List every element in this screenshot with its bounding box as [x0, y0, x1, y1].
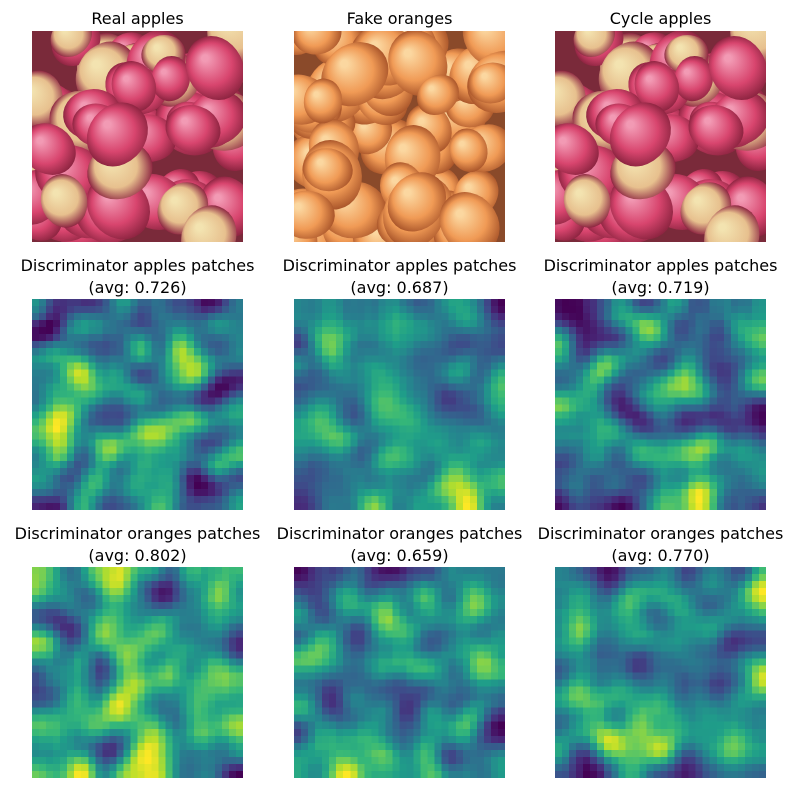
heatmap-panel [294, 567, 505, 778]
panel-title: Discriminator oranges patches [14, 524, 261, 543]
panel-title: Real apples [91, 9, 184, 28]
apples-photo [32, 31, 243, 242]
photo-panel [294, 31, 505, 242]
heatmap-panel [555, 299, 766, 510]
discriminator-heatmap [555, 299, 766, 510]
panel-subtitle-avg: (avg: 0.726) [88, 278, 187, 297]
discriminator-heatmap [555, 567, 766, 778]
panel-title: Discriminator apples patches [543, 256, 778, 275]
discriminator-heatmap [32, 567, 243, 778]
discriminator-heatmap [294, 299, 505, 510]
panel-title: Discriminator apples patches [282, 256, 517, 275]
apples-photo [555, 31, 766, 242]
panel-title: Discriminator oranges patches [537, 524, 784, 543]
heatmap-panel [32, 299, 243, 510]
panel-title: Cycle apples [609, 9, 712, 28]
panel-subtitle-avg: (avg: 0.719) [611, 278, 710, 297]
orange-tinted-apples-photo [294, 31, 505, 242]
panel-subtitle-avg: (avg: 0.659) [350, 546, 449, 565]
panel-title: Discriminator apples patches [20, 256, 255, 275]
discriminator-heatmap [294, 567, 505, 778]
panel-subtitle-avg: (avg: 0.687) [350, 278, 449, 297]
photo-panel [555, 31, 766, 242]
photo-panel [32, 31, 243, 242]
discriminator-heatmap [32, 299, 243, 510]
heatmap-panel [555, 567, 766, 778]
heatmap-panel [32, 567, 243, 778]
panel-title: Discriminator oranges patches [276, 524, 523, 543]
panel-subtitle-avg: (avg: 0.802) [88, 546, 187, 565]
heatmap-panel [294, 299, 505, 510]
panel-subtitle-avg: (avg: 0.770) [611, 546, 710, 565]
panel-title: Fake oranges [346, 9, 453, 28]
